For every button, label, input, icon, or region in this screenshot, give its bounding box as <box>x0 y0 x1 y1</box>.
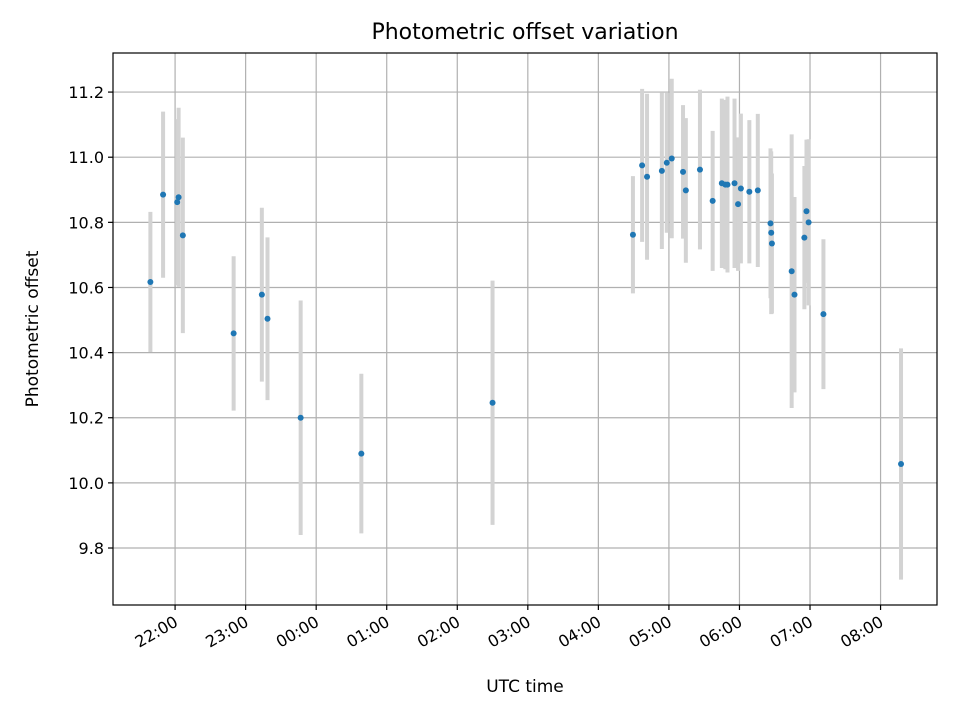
data-point <box>258 291 265 298</box>
data-points <box>147 155 905 467</box>
data-point <box>803 208 810 215</box>
data-point <box>160 191 167 198</box>
y-tick-label: 10.6 <box>68 278 104 297</box>
data-point <box>175 194 182 201</box>
y-tick-label: 10.2 <box>68 409 104 428</box>
plot-frame <box>112 52 938 606</box>
y-tick-label: 11.0 <box>68 148 104 167</box>
data-point <box>768 229 775 236</box>
y-tick-label: 10.4 <box>68 344 104 363</box>
y-axis-label: Photometric offset <box>23 250 43 407</box>
data-point <box>644 173 651 180</box>
y-axis-ticks: 9.8 10.0 10.2 10.4 10.6 10.8 11.0 11.2 <box>68 83 113 558</box>
data-point <box>754 187 761 194</box>
data-point <box>358 450 365 457</box>
data-point <box>898 460 905 467</box>
data-point <box>709 197 716 204</box>
data-point <box>174 199 181 206</box>
y-tick-label: 9.8 <box>79 539 104 558</box>
data-point <box>297 414 304 421</box>
data-point <box>735 201 742 208</box>
data-point <box>731 180 738 187</box>
data-point <box>663 159 670 166</box>
data-point <box>768 240 775 247</box>
data-point <box>791 291 798 298</box>
x-axis-label: UTC time <box>486 677 564 697</box>
data-point <box>264 315 271 322</box>
data-point <box>737 185 744 192</box>
data-point <box>639 162 646 169</box>
data-point <box>489 399 496 406</box>
chart-title: Photometric offset variation <box>371 20 678 45</box>
data-point <box>724 181 731 188</box>
data-point <box>801 234 808 241</box>
data-point <box>147 278 154 285</box>
data-point <box>820 311 827 318</box>
data-point <box>805 219 812 226</box>
y-tick-label: 11.2 <box>68 83 104 102</box>
data-point <box>668 155 675 162</box>
y-tick-label: 10.0 <box>68 474 104 493</box>
data-point <box>767 220 774 227</box>
data-point <box>746 188 753 195</box>
data-point <box>696 166 703 173</box>
data-point <box>230 330 237 337</box>
data-point <box>179 232 186 239</box>
data-point <box>629 231 636 238</box>
data-point <box>788 268 795 275</box>
data-point <box>680 168 687 175</box>
data-point <box>658 167 665 174</box>
data-point <box>682 187 689 194</box>
y-tick-label: 10.8 <box>68 213 104 232</box>
grid-lines <box>113 53 937 605</box>
